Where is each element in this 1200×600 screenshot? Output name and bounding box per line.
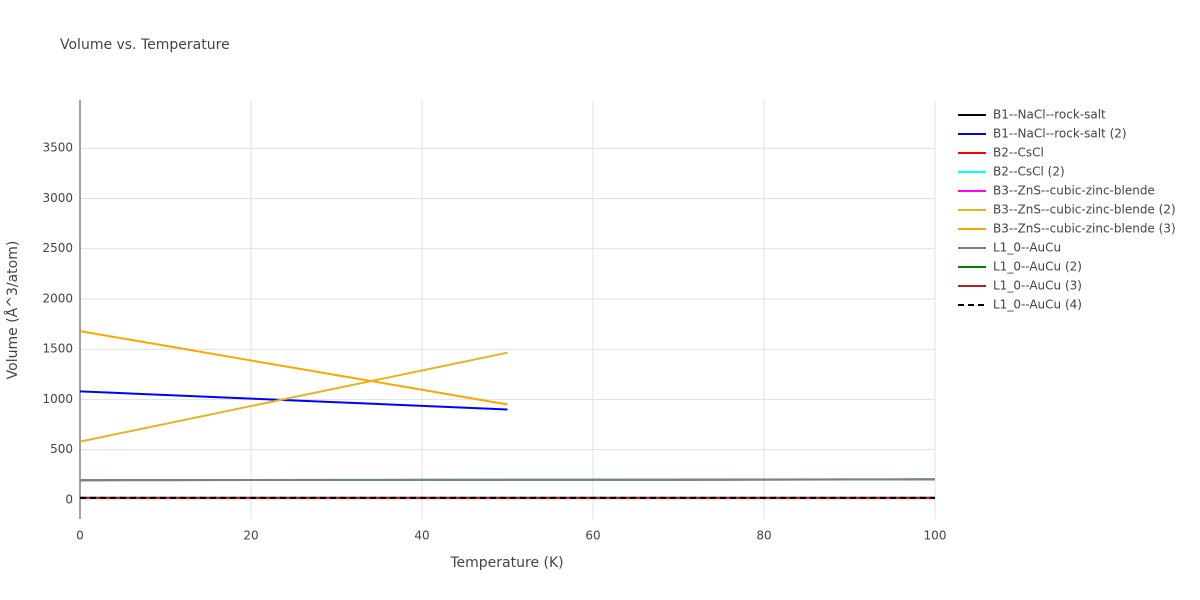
legend-label: L1_0--AuCu (3) — [993, 279, 1082, 293]
legend-label: B3--ZnS--cubic-zinc-blende (2) — [993, 203, 1176, 217]
y-tick-label: 2000 — [42, 291, 73, 305]
y-tick-label: 2500 — [42, 241, 73, 255]
y-tick-label: 3000 — [42, 191, 73, 205]
y-tick-label: 3500 — [42, 141, 73, 155]
series-line — [79, 478, 936, 482]
legend-label: B2--CsCl — [993, 146, 1044, 160]
legend-label: L1_0--AuCu (2) — [993, 260, 1082, 274]
chart-title: Volume vs. Temperature — [60, 37, 230, 53]
y-tick-label: 1000 — [42, 392, 73, 406]
series-line — [79, 351, 508, 443]
series-line — [79, 330, 508, 406]
x-axis-title: Temperature (K) — [449, 555, 563, 571]
legend-label: B1--NaCl--rock-salt — [993, 108, 1106, 122]
legend-label: B2--CsCl (2) — [993, 165, 1065, 179]
legend-label: B3--ZnS--cubic-zinc-blende (3) — [993, 222, 1176, 236]
legend-label: B3--ZnS--cubic-zinc-blende — [993, 184, 1155, 198]
y-axis-title: Volume (Å^3/atom) — [4, 241, 21, 380]
y-tick-label: 0 — [65, 492, 73, 506]
legend-label: L1_0--AuCu — [993, 241, 1061, 255]
legend-label: B1--NaCl--rock-salt (2) — [993, 127, 1127, 141]
x-tick-label: 0 — [76, 529, 84, 543]
x-tick-label: 40 — [414, 529, 429, 543]
legend-label: L1_0--AuCu (4) — [993, 298, 1082, 312]
x-tick-label: 60 — [585, 529, 600, 543]
y-tick-label: 500 — [50, 442, 73, 456]
series-line — [79, 390, 508, 411]
x-tick-label: 80 — [756, 529, 771, 543]
x-tick-label: 100 — [924, 529, 947, 543]
x-tick-label: 20 — [243, 529, 258, 543]
y-tick-label: 1500 — [42, 342, 73, 356]
